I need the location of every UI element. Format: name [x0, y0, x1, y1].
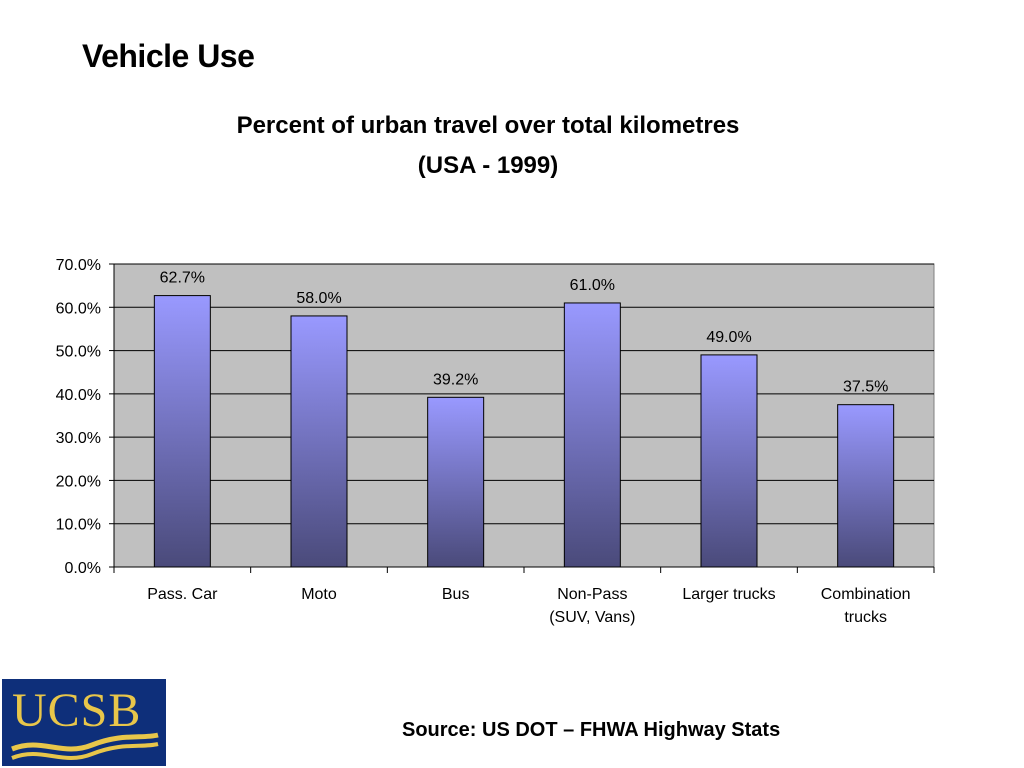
bar	[153, 295, 211, 568]
x-axis: Pass. Car Moto Bus Non-Pass (SUV, Vans) Large…	[113, 566, 935, 626]
x-category-label: Pass. Car	[147, 586, 218, 603]
chart-title-line-1: Percent of urban travel over total kilom…	[236, 112, 740, 139]
chart-title-line-2: (USA - 1999)	[417, 152, 559, 179]
ucsb-logo: UCSB	[2, 679, 166, 766]
x-category-label: Bus	[442, 586, 470, 603]
data-label: 62.7%	[160, 270, 205, 287]
data-label: 58.0%	[296, 290, 341, 307]
gridlines	[114, 263, 934, 525]
y-tick-label: 30.0%	[56, 430, 101, 447]
bar	[563, 302, 621, 568]
bar-chart: 62.7% 58.0% 39.2% 61.0% 49.0% 37.5% 0.0% 10.0%…	[56, 257, 935, 626]
y-tick-label: 0.0%	[65, 560, 101, 577]
source-citation: Source: US DOT – FHWA Highway Stats	[402, 719, 781, 741]
x-category-label: Combination	[821, 586, 911, 603]
y-tick-label: 50.0%	[56, 344, 101, 361]
x-category-label: Non-Pass	[557, 586, 627, 603]
x-category-label: (SUV, Vans)	[549, 609, 635, 626]
data-label: 61.0%	[570, 277, 615, 294]
bar	[837, 404, 895, 568]
bar	[427, 396, 485, 568]
y-tick-label: 60.0%	[56, 300, 101, 317]
plot-area	[113, 263, 935, 568]
wave-icon	[11, 732, 159, 760]
data-label: 39.2%	[433, 371, 478, 388]
logo-text: UCSB	[12, 684, 142, 737]
y-tick-label: 20.0%	[56, 473, 101, 490]
y-tick-label: 10.0%	[56, 517, 101, 534]
bars: 62.7% 58.0% 39.2% 61.0% 49.0% 37.5%	[153, 270, 895, 568]
slide-title: Vehicle Use	[82, 38, 255, 74]
data-label: 49.0%	[706, 329, 751, 346]
y-tick-label: 70.0%	[56, 257, 101, 274]
bar	[290, 315, 348, 568]
x-category-label: trucks	[844, 609, 887, 626]
data-label: 37.5%	[843, 379, 888, 396]
y-axis: 0.0% 10.0% 20.0% 30.0% 40.0% 50.0% 60.0% 70.0%	[56, 257, 115, 577]
y-tick-label: 40.0%	[56, 387, 101, 404]
bar	[700, 354, 758, 568]
x-category-label: Moto	[301, 586, 337, 603]
x-category-label: Larger trucks	[682, 586, 775, 603]
